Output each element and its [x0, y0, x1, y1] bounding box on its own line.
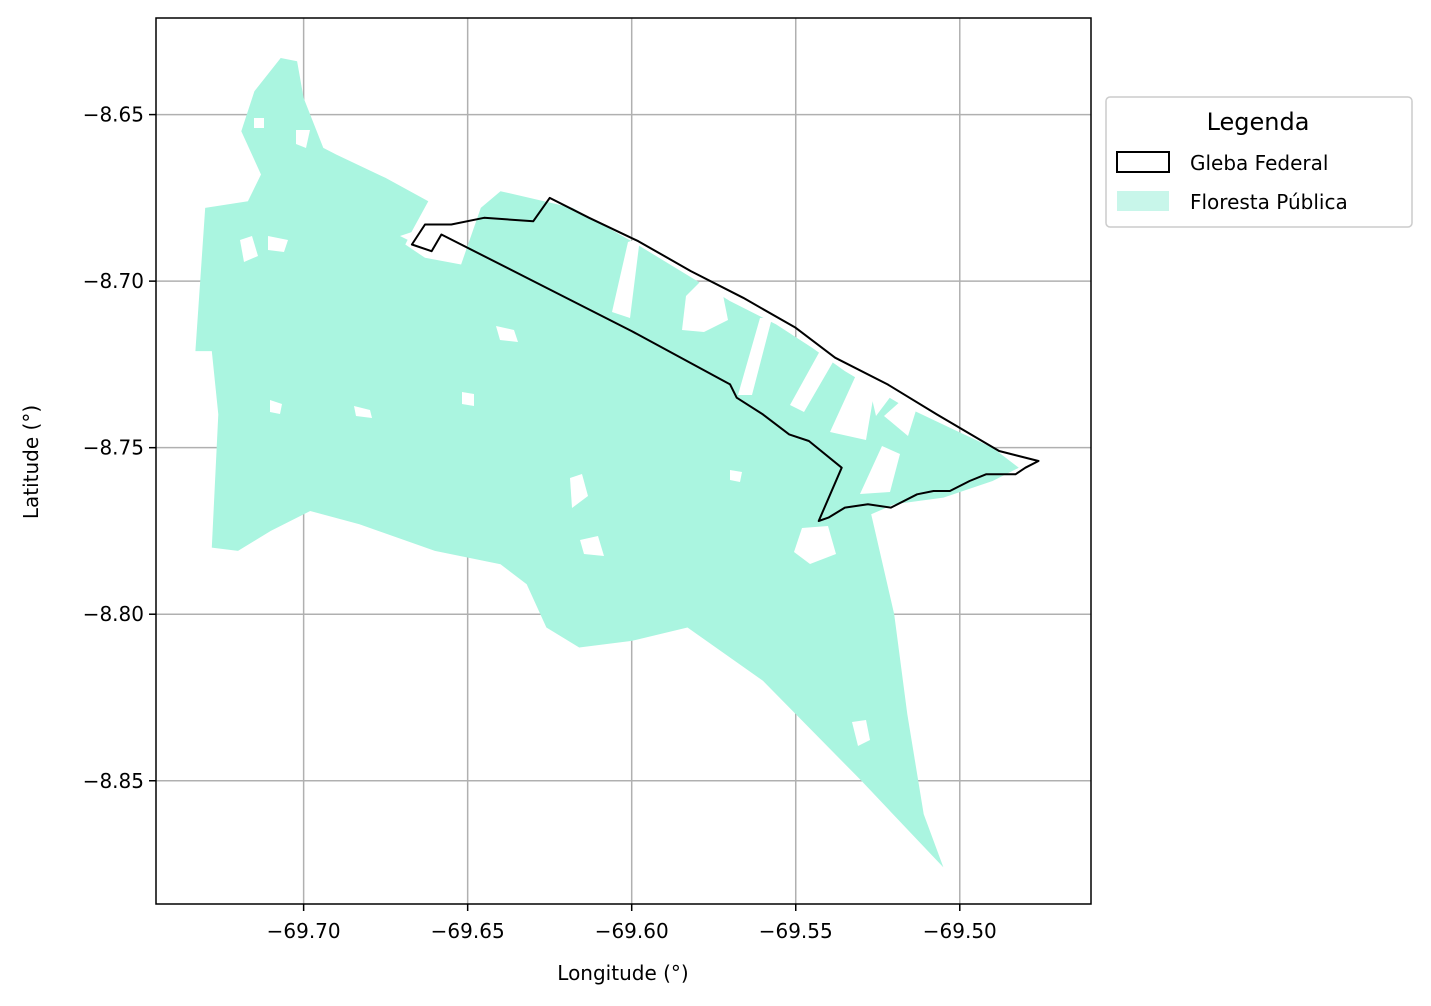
y-tick-label: −8.75	[83, 436, 144, 460]
gleba-federal-boundary	[410, 196, 1040, 522]
y-axis-title: Latitude (°)	[19, 405, 43, 519]
floresta-publica-layer	[195, 58, 1019, 868]
legend-label-floresta-publica: Floresta Pública	[1190, 190, 1348, 214]
legend: Legenda Gleba Federal Floresta Pública	[1105, 96, 1413, 228]
y-tick-label: −8.65	[83, 103, 144, 127]
legend-box	[1105, 96, 1413, 228]
x-axis-title: Longitude (°)	[557, 961, 688, 985]
x-axis-ticks: −69.70 −69.65 −69.60 −69.55 −69.50	[267, 904, 997, 943]
legend-label-gleba-federal: Gleba Federal	[1190, 151, 1328, 175]
legend-swatch-floresta-publica	[1117, 191, 1169, 211]
x-tick-label: −69.70	[267, 919, 341, 943]
y-tick-label: −8.80	[83, 602, 144, 626]
x-tick-label: −69.65	[431, 919, 505, 943]
x-tick-label: −69.55	[759, 919, 833, 943]
y-tick-label: −8.70	[83, 269, 144, 293]
x-tick-label: −69.50	[923, 919, 997, 943]
gleba-federal-layer	[410, 196, 1040, 522]
x-tick-label: −69.60	[595, 919, 669, 943]
floresta-publica-area	[195, 58, 1019, 868]
y-tick-label: −8.85	[83, 769, 144, 793]
y-axis-ticks: −8.65 −8.70 −8.75 −8.80 −8.85	[83, 103, 156, 793]
legend-swatch-gleba-federal	[1116, 151, 1170, 173]
plot-frame	[155, 17, 1092, 905]
legend-title: Legenda	[1207, 108, 1310, 136]
